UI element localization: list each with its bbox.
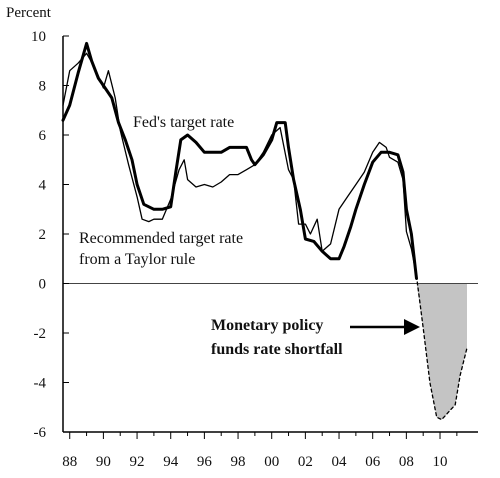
x-tick-label: 88	[62, 454, 77, 470]
y-tick-label: 8	[39, 79, 47, 95]
x-tick-label: 94	[163, 454, 179, 470]
x-tick-label: 10	[433, 454, 448, 470]
x-tick-label: 90	[96, 454, 111, 470]
x-tick-label: 00	[264, 454, 279, 470]
series-layer	[61, 41, 468, 421]
shortfall-shading	[416, 283, 467, 420]
y-tick-label: -4	[34, 376, 47, 392]
x-tick-label: 98	[231, 454, 246, 470]
x-tick-label: 96	[197, 454, 213, 470]
x-tick-label: 06	[365, 454, 381, 470]
y-tick-label: -2	[34, 326, 47, 342]
y-axis-title: Percent	[6, 5, 52, 21]
fed-series-label: Fed's target rate	[133, 114, 234, 131]
taylor_projection-line	[415, 275, 468, 421]
x-tick-label: 04	[332, 454, 348, 470]
y-tick-label: 4	[39, 178, 47, 194]
shortfall-arrow-head	[404, 319, 420, 335]
x-tick-label: 02	[298, 454, 313, 470]
y-tick-label: 0	[39, 277, 47, 293]
y-tick-label: 10	[31, 29, 46, 45]
fed-line	[61, 41, 418, 280]
shortfall-label-line2: funds rate shortfall	[211, 341, 343, 358]
shortfall-area	[416, 283, 467, 420]
y-tick-label: -6	[34, 425, 47, 441]
shortfall-label-line1: Monetary policy	[211, 317, 323, 334]
x-tick-label: 08	[399, 454, 414, 470]
taylor-series-label-line2: from a Taylor rule	[79, 251, 195, 268]
y-tick-label: 6	[39, 128, 47, 144]
y-tick-label: 2	[39, 227, 47, 243]
taylor-series-label-line1: Recommended target rate	[79, 230, 243, 247]
taylor-line	[62, 52, 418, 277]
x-tick-label: 92	[130, 454, 145, 470]
